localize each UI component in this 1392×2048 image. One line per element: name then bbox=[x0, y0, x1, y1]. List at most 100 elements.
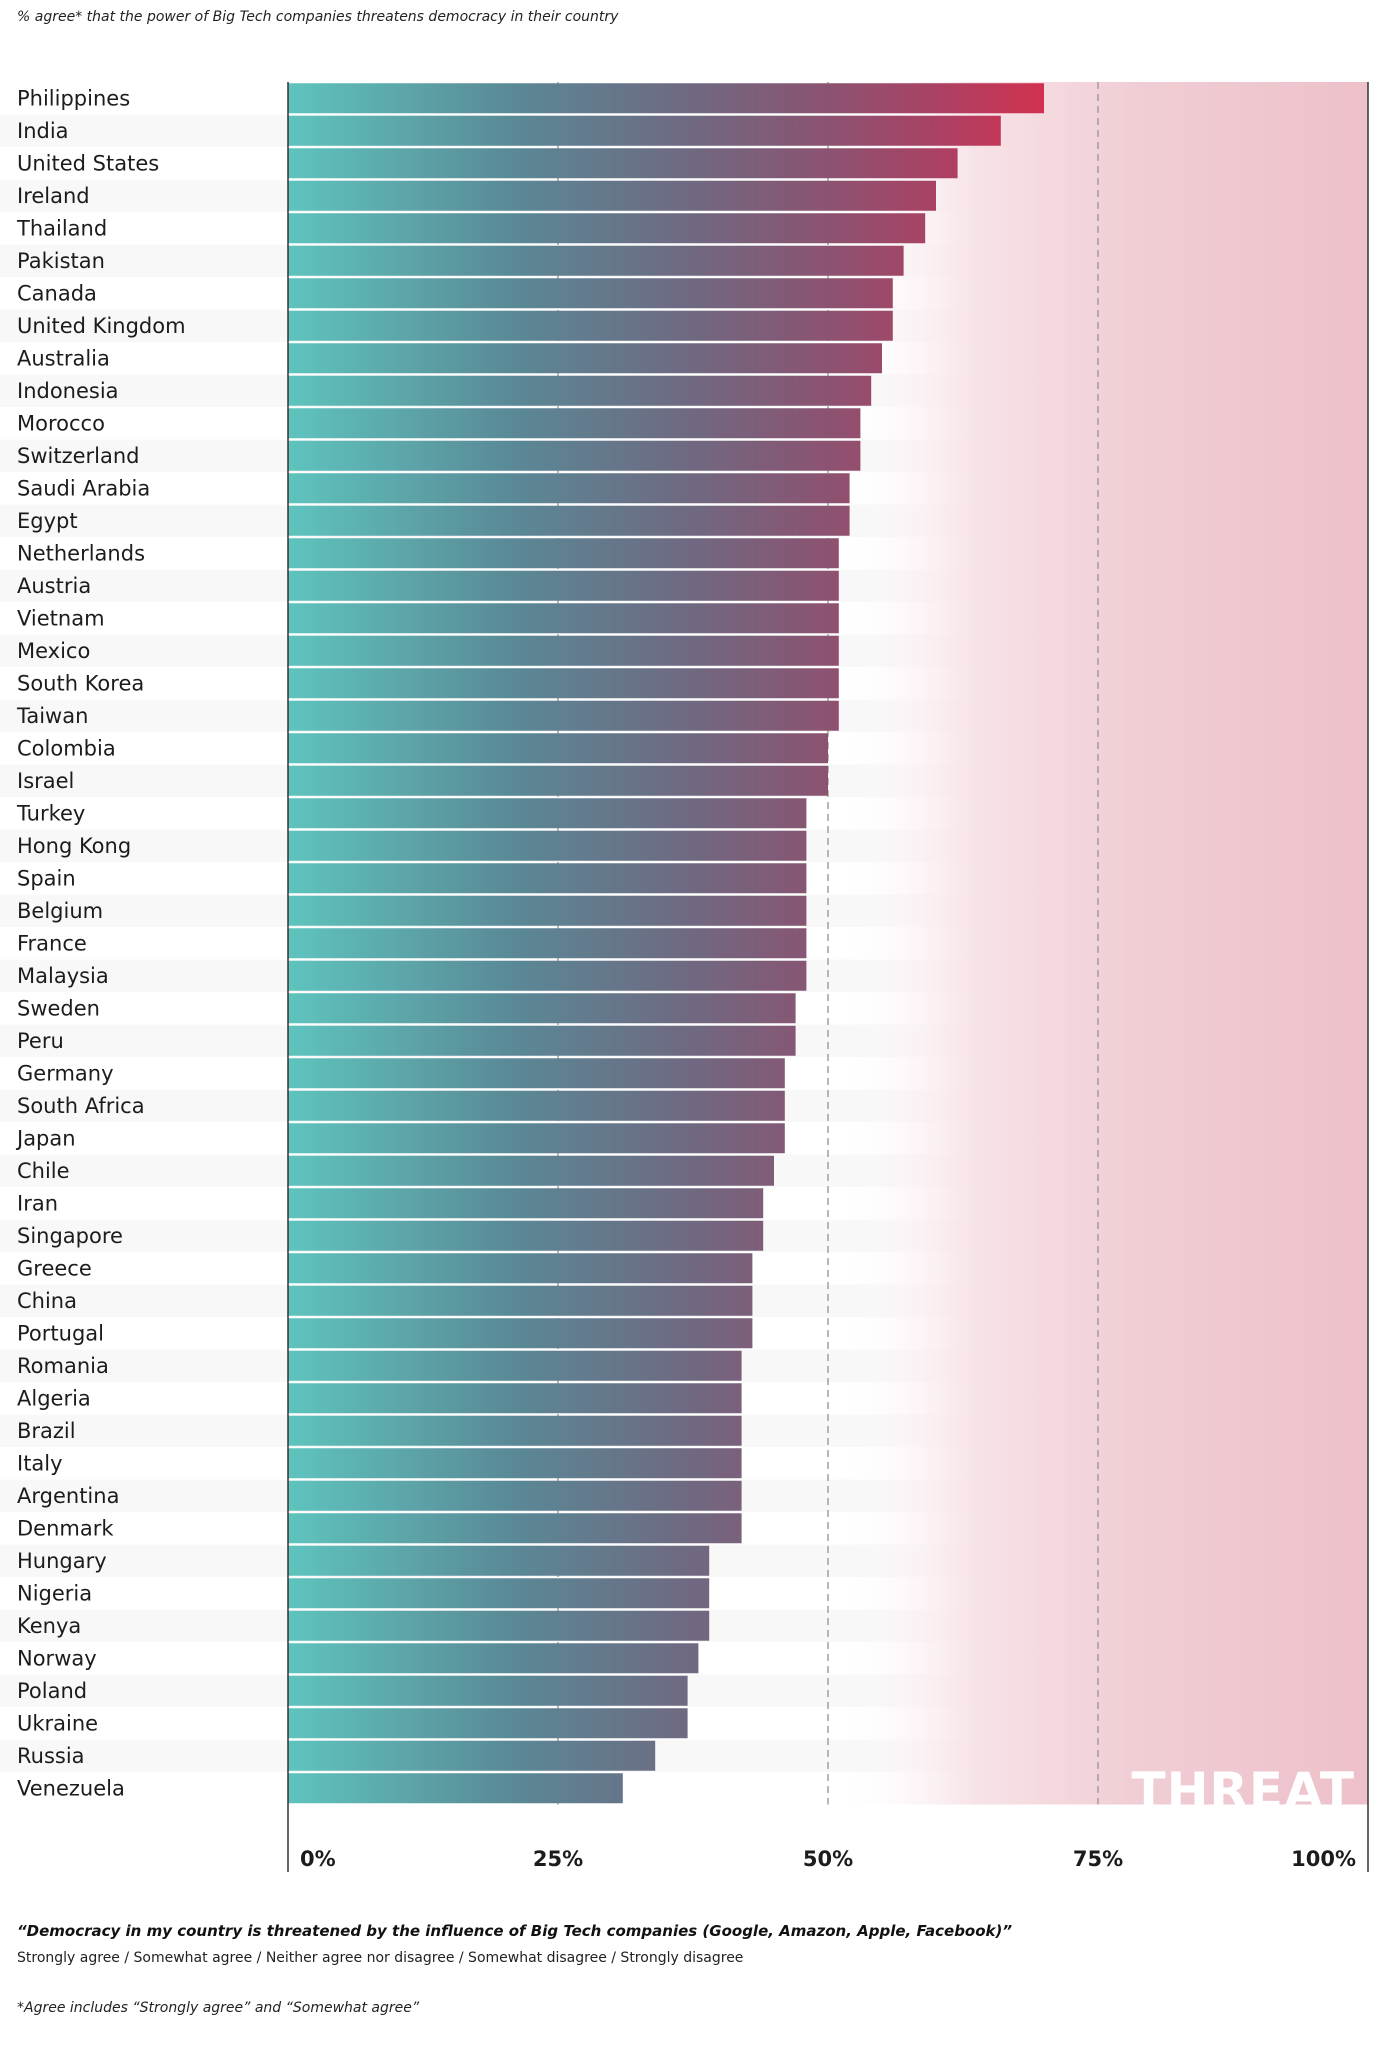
category-label: Ukraine bbox=[17, 1711, 98, 1735]
bar bbox=[288, 180, 936, 211]
bar bbox=[288, 1318, 753, 1349]
category-label: Belgium bbox=[17, 899, 103, 923]
bar bbox=[288, 278, 893, 309]
category-labels: Philippines India United States Ireland Thai… bbox=[15, 86, 186, 1800]
category-label: United Kingdom bbox=[17, 314, 186, 338]
bar bbox=[288, 310, 893, 341]
bar bbox=[288, 83, 1044, 114]
bar bbox=[288, 1545, 710, 1576]
bar bbox=[288, 928, 807, 959]
category-label: Austria bbox=[17, 574, 91, 598]
category-label: Taiwan bbox=[16, 704, 88, 728]
threat-label: THREAT bbox=[1131, 1762, 1355, 1820]
bar bbox=[288, 798, 807, 829]
survey-question: “Democracy in my country is threatened b… bbox=[17, 1922, 1013, 1940]
category-label: Venezuela bbox=[17, 1776, 125, 1800]
bar bbox=[288, 1220, 764, 1251]
category-label: Kenya bbox=[17, 1614, 81, 1638]
category-label: Australia bbox=[17, 346, 110, 370]
category-label: Netherlands bbox=[17, 541, 145, 565]
category-label: Colombia bbox=[17, 736, 116, 760]
category-label: Japan bbox=[15, 1126, 76, 1150]
bar bbox=[288, 1740, 656, 1771]
chart-subtitle: % agree* that the power of Big Tech comp… bbox=[17, 9, 619, 25]
category-label: South Africa bbox=[17, 1094, 145, 1118]
bar bbox=[288, 505, 850, 536]
bar bbox=[288, 408, 861, 439]
bar bbox=[288, 993, 796, 1024]
category-label: Egypt bbox=[17, 509, 78, 533]
category-label: Iran bbox=[17, 1191, 58, 1215]
bar bbox=[288, 1383, 742, 1414]
category-label: Brazil bbox=[17, 1419, 76, 1443]
category-label: Hong Kong bbox=[17, 834, 131, 858]
category-label: Italy bbox=[17, 1451, 63, 1475]
bar bbox=[288, 1773, 623, 1804]
category-label: Spain bbox=[17, 866, 76, 890]
category-label: Canada bbox=[17, 281, 97, 305]
x-tick-label: 50% bbox=[803, 1847, 853, 1871]
x-tick-label: 0% bbox=[300, 1847, 336, 1871]
x-tick-label: 100% bbox=[1291, 1847, 1356, 1871]
category-label: China bbox=[17, 1289, 77, 1313]
category-label: Indonesia bbox=[17, 379, 119, 403]
bar bbox=[288, 668, 839, 699]
category-label: Thailand bbox=[16, 216, 107, 240]
category-label: Philippines bbox=[17, 86, 130, 110]
bar bbox=[288, 1253, 753, 1284]
bar bbox=[288, 440, 861, 471]
category-label: Norway bbox=[17, 1646, 97, 1670]
category-label: Portugal bbox=[17, 1321, 104, 1345]
bar bbox=[288, 375, 872, 406]
bar bbox=[288, 700, 839, 731]
category-label: Algeria bbox=[17, 1386, 91, 1410]
category-label: Russia bbox=[17, 1744, 85, 1768]
category-label: Greece bbox=[17, 1256, 92, 1280]
category-label: Vietnam bbox=[17, 606, 105, 630]
bar bbox=[288, 1123, 785, 1154]
category-label: France bbox=[17, 931, 87, 955]
response-scale: Strongly agree / Somewhat agree / Neithe… bbox=[17, 1950, 744, 1966]
category-label: Pakistan bbox=[17, 249, 105, 273]
bar bbox=[288, 1513, 742, 1544]
category-label: Malaysia bbox=[17, 964, 109, 988]
bar bbox=[288, 1090, 785, 1121]
bar bbox=[288, 1350, 742, 1381]
bar bbox=[288, 1285, 753, 1316]
bar bbox=[288, 1188, 764, 1219]
bar bbox=[288, 1675, 688, 1706]
category-label: Germany bbox=[17, 1061, 114, 1085]
category-label: United States bbox=[17, 151, 159, 175]
bar bbox=[288, 603, 839, 634]
category-label: Poland bbox=[17, 1679, 87, 1703]
category-label: Mexico bbox=[17, 639, 90, 663]
bar bbox=[288, 1155, 774, 1186]
x-axis: 0% 25% 50% 75% 100% bbox=[287, 82, 1369, 1872]
bar bbox=[288, 213, 926, 244]
bar bbox=[288, 1058, 785, 1089]
bar bbox=[288, 245, 904, 276]
category-label: Chile bbox=[17, 1159, 70, 1183]
category-label: Nigeria bbox=[17, 1581, 92, 1605]
bar bbox=[288, 1025, 796, 1056]
bars bbox=[288, 83, 1044, 1804]
bar bbox=[288, 830, 807, 861]
category-label: South Korea bbox=[17, 671, 144, 695]
category-label: Sweden bbox=[17, 996, 100, 1020]
bar bbox=[288, 115, 1001, 146]
x-tick-label: 75% bbox=[1073, 1847, 1123, 1871]
bar bbox=[288, 895, 807, 926]
bar bbox=[288, 1578, 710, 1609]
bar bbox=[288, 1448, 742, 1479]
x-tick-label: 25% bbox=[533, 1847, 583, 1871]
category-label: Israel bbox=[17, 769, 74, 793]
category-label: Saudi Arabia bbox=[17, 476, 150, 500]
category-label: Turkey bbox=[16, 801, 85, 825]
category-label: Argentina bbox=[17, 1484, 119, 1508]
category-label: Peru bbox=[17, 1029, 64, 1053]
bar bbox=[288, 570, 839, 601]
category-label: Morocco bbox=[17, 411, 105, 435]
bar bbox=[288, 148, 958, 179]
